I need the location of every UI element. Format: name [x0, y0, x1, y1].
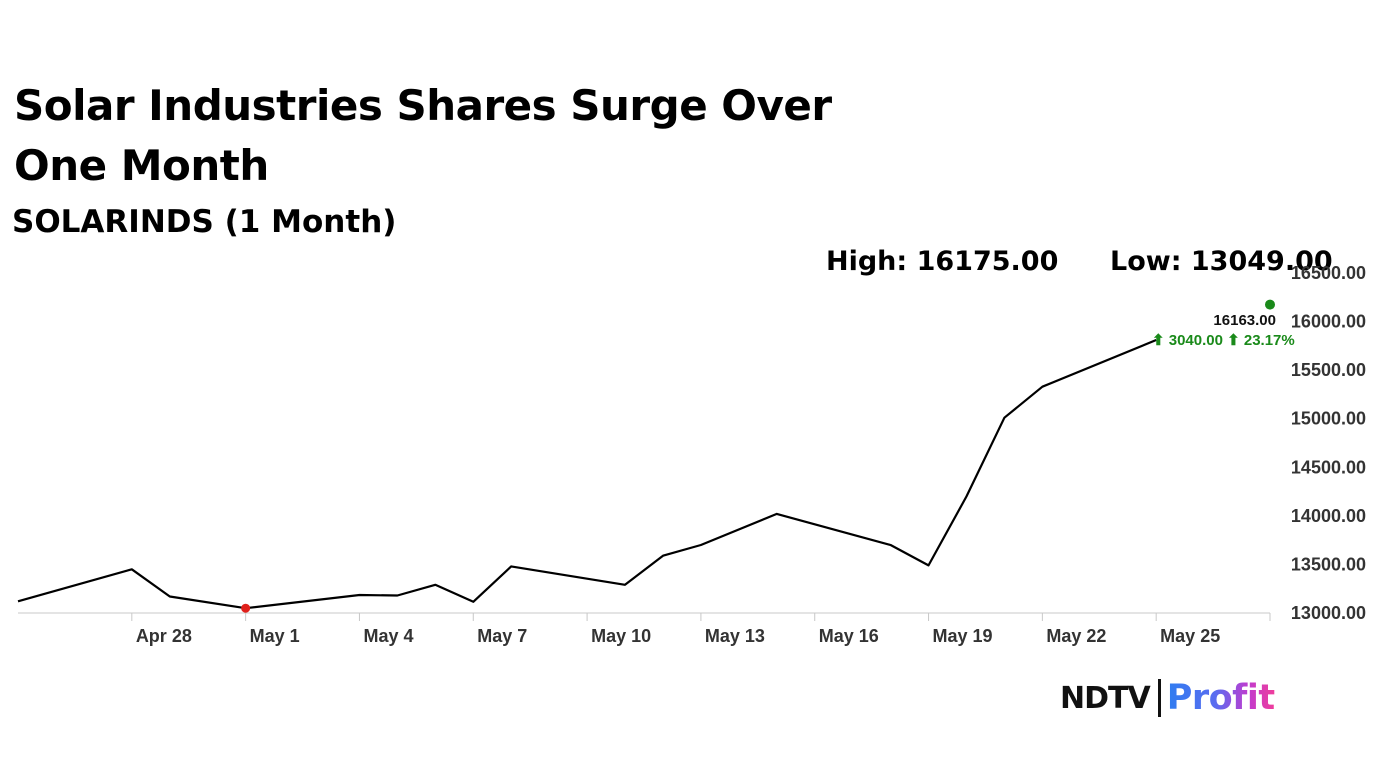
x-tick-label: May 25	[1160, 626, 1220, 646]
last-point-marker	[1265, 299, 1275, 310]
low-point-marker	[241, 603, 251, 613]
y-tick-label: 13500.00	[1291, 554, 1366, 574]
low-stat: Low: 13049.00	[1110, 246, 1333, 277]
y-tick-label: 15500.00	[1291, 360, 1366, 380]
x-tick-label: Apr 28	[136, 626, 192, 646]
y-tick-label: 13000.00	[1291, 603, 1366, 623]
ndtv-profit-logo: NDTV Profit	[1060, 676, 1275, 720]
x-tick-label: May 4	[363, 626, 413, 646]
high-stat: High: 16175.00	[826, 246, 1059, 277]
last-price-label: 16163.00	[1213, 312, 1276, 329]
y-tick-label: 14000.00	[1291, 506, 1366, 526]
chart-subtitle: SOLARINDS (1 Month)	[12, 204, 397, 240]
x-tick-label: May 16	[819, 626, 879, 646]
price-series-line	[17, 338, 1157, 610]
logo-divider	[1157, 679, 1161, 717]
change-label: ⬆ 3040.00 ⬆ 23.17%	[1152, 332, 1295, 349]
y-tick-label: 14500.00	[1291, 457, 1366, 477]
x-tick-label: May 19	[933, 626, 993, 646]
logo-ndtv-text: NDTV	[1060, 680, 1151, 716]
y-tick-label: 15000.00	[1291, 409, 1366, 429]
x-tick-label: May 10	[591, 626, 651, 646]
chart-title: Solar Industries Shares Surge Over One M…	[14, 81, 832, 190]
logo-profit-text: Profit	[1166, 678, 1275, 718]
y-tick-label: 16500.00	[1291, 263, 1366, 283]
y-tick-label: 16000.00	[1291, 312, 1366, 332]
x-tick-label: May 22	[1046, 626, 1106, 646]
x-tick-label: May 1	[250, 626, 300, 646]
x-tick-label: May 7	[477, 626, 527, 646]
x-tick-label: May 13	[705, 626, 765, 646]
